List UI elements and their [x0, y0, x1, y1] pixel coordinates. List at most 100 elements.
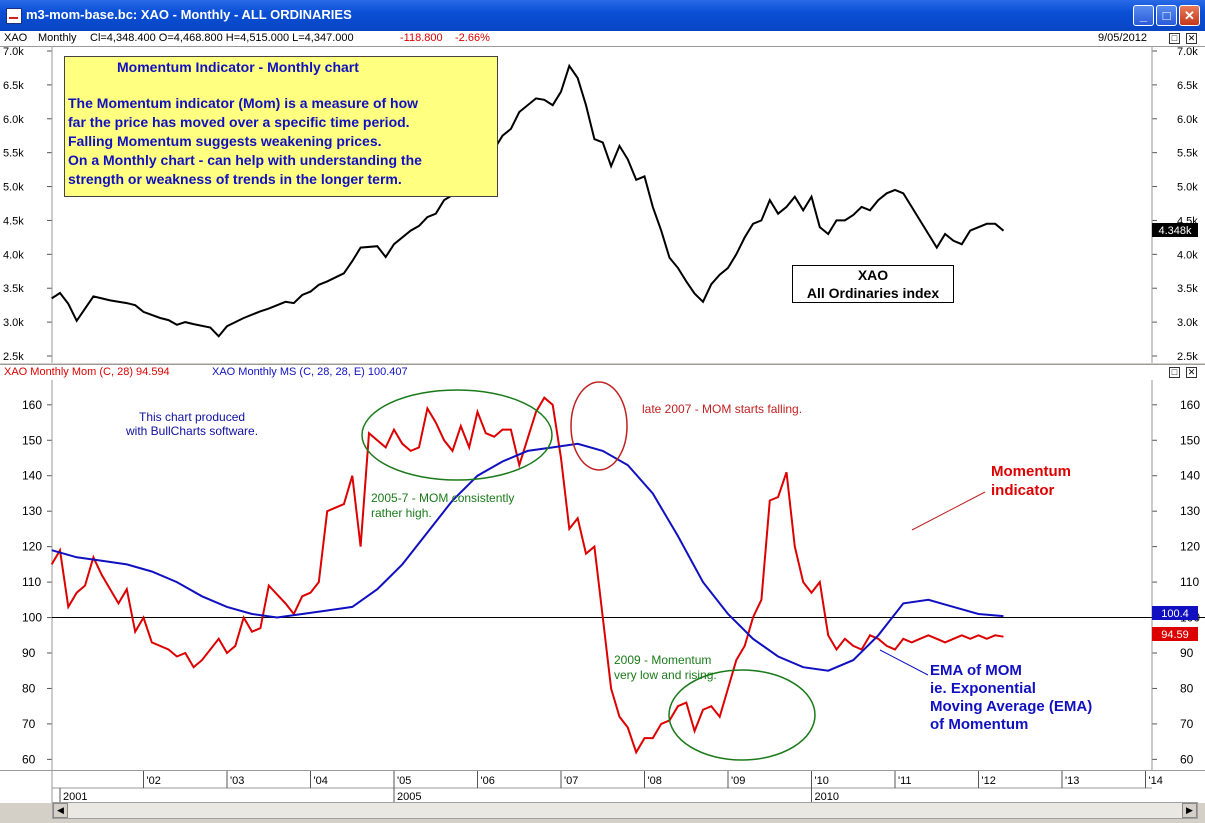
- indicator-pane-close-button[interactable]: ✕: [1186, 367, 1197, 378]
- index-label-box: XAO All Ordinaries index: [792, 265, 954, 303]
- indicator-tick-label-left: 90: [22, 646, 36, 660]
- year-tick-label: '05: [397, 775, 411, 787]
- note-line-3: Falling Momentum suggests weakening pric…: [68, 133, 382, 149]
- year-tick-label: '10: [815, 775, 829, 787]
- price-period: Monthly: [38, 32, 77, 44]
- minimize-icon: _: [1139, 8, 1148, 23]
- scroll-right-button[interactable]: ▶: [1182, 803, 1197, 818]
- price-pane[interactable]: 2.5k 3.0k 3.5k 4.0k 4.5k 5.0k 5.5k 6.0k 6.5k 7.0k…: [0, 47, 1205, 363]
- close-icon: ✕: [1184, 8, 1195, 23]
- time-axis-svg: '02'03'04'05'06'07'08'09'10'11'12'13'14 …: [51, 771, 1163, 803]
- ema-line: [51, 442, 1004, 672]
- indicator-tick-label-left: 110: [22, 575, 41, 589]
- low-annotation-line-2: very low and rising.: [614, 668, 717, 682]
- indicator-tick-label-left: 140: [22, 469, 42, 483]
- year-tick-label: '08: [648, 775, 662, 787]
- ema-legend: XAO Monthly MS (C, 28, 28, E) 100.407: [212, 366, 408, 378]
- year-tick-label: '06: [481, 775, 495, 787]
- price-ohlc: Cl=4,348.400 O=4,468.800 H=4,515.000 L=4…: [90, 32, 354, 44]
- price-tick-label-left: 4.5k: [3, 215, 24, 227]
- price-date: 9/05/2012: [1098, 32, 1147, 44]
- software-annotation: This chart produced with BullCharts soft…: [126, 410, 258, 438]
- software-annotation-line-2: with BullCharts software.: [126, 424, 259, 438]
- price-tick-label-right: 3.0k: [1177, 317, 1198, 329]
- lower-year-label: 2005: [397, 791, 421, 803]
- price-tick-label-right: 7.0k: [1177, 47, 1198, 58]
- price-tick-label-left: 3.5k: [3, 283, 24, 295]
- indicator-tick-label-left: 70: [22, 717, 36, 731]
- price-tick-label-right: 5.0k: [1177, 182, 1198, 194]
- indicator-tick-label-left: 160: [22, 398, 42, 412]
- indicator-tick-label-left: 150: [22, 433, 42, 447]
- price-line: [51, 63, 1005, 338]
- momentum-last-value-badge: 94.59: [1152, 627, 1198, 641]
- price-tick-label-right: 6.0k: [1177, 114, 1198, 126]
- indicator-tick-label-left: 120: [22, 540, 42, 554]
- note-title: Momentum Indicator - Monthly chart: [117, 59, 359, 75]
- price-change: -118.800: [400, 32, 443, 44]
- momentum-line: [50, 396, 1004, 755]
- indicator-tick-label-right: 60: [1180, 752, 1194, 766]
- year-ticks: '02 '03 '04 '05 '06 '07 '08 '09 '10 '11 '12 '13 '14: [143, 771, 1163, 788]
- momentum-leader-line: [911, 491, 986, 531]
- highlight-ellipse-high: [361, 389, 553, 481]
- price-tick-label-left: 3.0k: [3, 317, 24, 329]
- momentum-last-value: 94.59: [1161, 629, 1189, 641]
- price-tick-label-right: 6.5k: [1177, 80, 1198, 92]
- minimize-button[interactable]: _: [1133, 5, 1154, 26]
- indicator-tick-label-right: 90: [1180, 646, 1194, 660]
- indicator-series-group: [50, 396, 1004, 755]
- high-annotation: 2005-7 - MOM consistently rather high.: [371, 491, 514, 521]
- horizontal-scrollbar[interactable]: ◀ ▶: [52, 802, 1198, 819]
- indicator-tick-label-right: 140: [1180, 469, 1200, 483]
- maximize-icon: □: [1162, 8, 1171, 23]
- indicator-pane-maximize-button[interactable]: □: [1169, 367, 1180, 378]
- note-line-2: far the price has moved over a specific …: [68, 114, 410, 130]
- close-button[interactable]: ✕: [1179, 5, 1200, 26]
- lower-year-label: 2010: [815, 791, 839, 803]
- price-series-group: [51, 63, 1005, 338]
- indicator-pane[interactable]: 60 70 80 90 100 110 120 130 140 150 160 60 70 80 90 10…: [0, 380, 1205, 770]
- pane-close-button[interactable]: ✕: [1186, 33, 1197, 44]
- year-tick-label: '14: [1149, 775, 1163, 787]
- indicator-tick-label-left: 80: [22, 681, 36, 695]
- indicator-tick-label-right: 80: [1180, 681, 1194, 695]
- price-tick-label-left: 5.5k: [3, 148, 24, 160]
- indicator-tick-label-left: 100: [22, 611, 42, 625]
- arrow-left-icon: ◀: [57, 805, 64, 815]
- scroll-left-button[interactable]: ◀: [53, 803, 68, 818]
- indicator-tick-label-left: 60: [22, 752, 36, 766]
- maximize-button[interactable]: □: [1156, 5, 1177, 26]
- note-line-5: strength or weakness of trends in the lo…: [68, 171, 402, 187]
- year-tick-label: '04: [314, 775, 328, 787]
- ema-leader-line: [879, 649, 929, 676]
- momentum-callout: Momentum indicator: [991, 462, 1071, 500]
- indicator-info-bar: XAO Monthly Mom (C, 28) 94.594 XAO Month…: [0, 364, 1205, 381]
- ema-last-value-badge: 100.4: [1152, 606, 1198, 620]
- price-chart: 2.5k 3.0k 3.5k 4.0k 4.5k 5.0k 5.5k 6.0k 6.5k 7.0k…: [3, 47, 1198, 363]
- momentum-callout-line-1: Momentum: [991, 463, 1071, 480]
- highlight-ellipse-peak: [570, 381, 628, 471]
- momentum-chart: 60 70 80 90 100 110 120 130 140 150 160 60 70 80 90 10…: [22, 380, 1205, 770]
- title-bar[interactable]: m3-mom-base.bc: XAO - Monthly - ALL ORDI…: [0, 0, 1205, 31]
- low-annotation: 2009 - Momentum very low and rising.: [614, 653, 717, 683]
- window-title: m3-mom-base.bc: XAO - Monthly - ALL ORDI…: [26, 7, 352, 22]
- ema-callout-line-3: Moving Average (EMA): [930, 698, 1093, 715]
- year-tick-label: '12: [982, 775, 996, 787]
- year-tick-label: '11: [898, 775, 912, 787]
- price-tick-label-left: 7.0k: [3, 47, 24, 58]
- year-tick-label: '02: [147, 775, 161, 787]
- price-tick-label-right: 5.5k: [1177, 148, 1198, 160]
- price-symbol: XAO: [4, 32, 28, 44]
- high-annotation-line-2: rather high.: [371, 506, 432, 520]
- price-tick-label-left: 6.5k: [3, 80, 24, 92]
- price-last-value-badge: 4.348k: [1152, 223, 1198, 237]
- indicator-tick-label-right: 120: [1180, 540, 1200, 554]
- price-tick-label-right: 3.5k: [1177, 283, 1198, 295]
- pane-maximize-button[interactable]: □: [1169, 33, 1180, 44]
- year-tick-label: '13: [1065, 775, 1079, 787]
- software-annotation-line-1: This chart produced: [138, 410, 246, 424]
- indicator-tick-label-right: 70: [1180, 717, 1194, 731]
